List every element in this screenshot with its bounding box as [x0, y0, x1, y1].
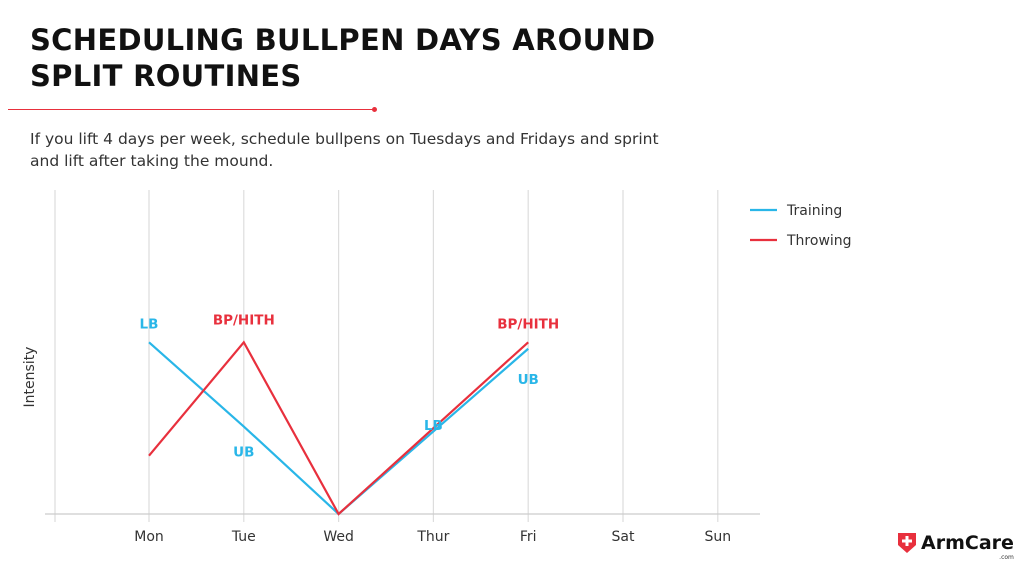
series-line-throwing [148, 340, 529, 516]
annotation-label: BP/HITH [497, 316, 559, 332]
logo-text: ArmCare [921, 532, 1014, 554]
logo-suffix: .com [999, 554, 1014, 561]
x-tick-label: Fri [520, 529, 537, 545]
x-tick-label: Sun [704, 529, 731, 545]
series-line-training [148, 341, 529, 516]
title-divider [8, 109, 375, 110]
armcare-logo: ArmCare .com [897, 532, 1014, 561]
divider-dot [372, 107, 377, 112]
shield-cross-icon [898, 533, 916, 553]
subtitle: If you lift 4 days per week, schedule bu… [30, 130, 659, 170]
page-title: SCHEDULING BULLPEN DAYS AROUND SPLIT ROU… [30, 23, 656, 93]
legend-label: Throwing [786, 233, 852, 249]
annotation-label: UB [233, 445, 254, 461]
x-tick-label: Sat [612, 529, 635, 545]
legend-label: Training [786, 203, 842, 219]
annotation-label: BP/HITH [213, 312, 275, 328]
x-tick-label: Mon [134, 529, 164, 545]
x-tick-label: Thur [416, 529, 449, 545]
annotation-label: LB [424, 418, 443, 434]
y-axis-label: Intensity [22, 347, 38, 408]
x-tick-label: Wed [323, 529, 354, 545]
x-tick-label: Tue [231, 529, 256, 545]
annotation-label: UB [518, 372, 539, 388]
annotation-label: LB [140, 316, 159, 332]
